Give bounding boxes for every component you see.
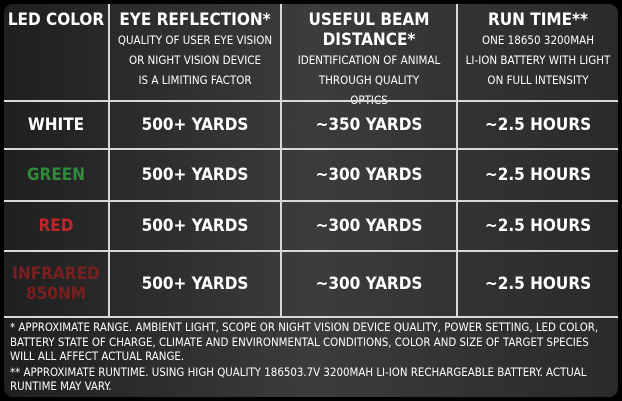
header-runtime-sub1: ONE 18650 3200MAH [481, 33, 594, 47]
row-infrared-runtime: ~2.5 HOURS [484, 274, 592, 294]
header-eye-reflection-sub1: QUALITY OF USER EYE VISION [117, 33, 273, 47]
row-red-color: RED [4, 202, 108, 250]
column-divider [456, 4, 458, 316]
row-green-eye: 500+ YARDS [141, 165, 249, 185]
row-red-eye: 500+ YARDS [141, 216, 249, 236]
row-divider [4, 200, 618, 202]
led-color-label: WHITE [27, 115, 85, 135]
header-led-color-label: LED COLOR [7, 10, 105, 30]
row-green-color: GREEN [4, 150, 108, 200]
header-eye-reflection: EYE REFLECTION* QUALITY OF USER EYE VISI… [110, 4, 280, 100]
header-beam-distance: USEFUL BEAM DISTANCE* IDENTIFICATION OF … [282, 4, 456, 107]
footnote-runtime: ** APPROXIMATE RUNTIME. USING HIGH QUALI… [10, 364, 587, 394]
header-runtime-title: RUN TIME** [487, 10, 589, 30]
header-runtime-sub2: LI-ION BATTERY WITH LIGHT [465, 53, 611, 67]
row-green-runtime: ~2.5 HOURS [484, 165, 592, 185]
row-divider [4, 316, 618, 318]
row-divider [4, 250, 618, 252]
header-beam-sub2: THROUGH QUALITY [318, 73, 420, 87]
row-green-beam: ~300 YARDS [315, 165, 423, 185]
header-runtime-sub3: ON FULL INTENSITY [487, 73, 589, 87]
row-red-beam: ~300 YARDS [315, 216, 423, 236]
row-white-color: WHITE [4, 102, 108, 148]
led-color-label: INFRARED [12, 264, 100, 284]
header-eye-reflection-title: EYE REFLECTION* [119, 10, 271, 30]
column-divider [280, 4, 282, 316]
led-color-label: GREEN [26, 165, 86, 185]
header-beam-title: USEFUL BEAM DISTANCE* [308, 10, 430, 50]
column-divider [108, 4, 110, 316]
row-white-eye: 500+ YARDS [141, 115, 249, 135]
row-white-runtime: ~2.5 HOURS [484, 115, 592, 135]
led-color-wavelength: 850NM [26, 284, 86, 304]
header-eye-reflection-sub2: OR NIGHT VISION DEVICE [128, 53, 262, 67]
comparison-table: LED COLOR EYE REFLECTION* QUALITY OF USE… [4, 4, 618, 397]
header-led-color: LED COLOR [4, 4, 108, 100]
row-white-beam: ~350 YARDS [315, 115, 423, 135]
header-beam-sub1: IDENTIFICATION OF ANIMAL [297, 53, 441, 67]
header-eye-reflection-sub3: IS A LIMITING FACTOR [138, 73, 252, 87]
row-infrared-beam: ~300 YARDS [315, 274, 423, 294]
led-color-label: RED [38, 216, 74, 236]
row-divider [4, 100, 618, 102]
row-infrared-color: INFRARED 850NM [4, 252, 108, 316]
row-divider [4, 148, 618, 150]
header-run-time: RUN TIME** ONE 18650 3200MAH LI-ION BATT… [458, 4, 618, 100]
footnote-range: * APPROXIMATE RANGE. AMBIENT LIGHT, SCOP… [10, 320, 599, 363]
footnotes: * APPROXIMATE RANGE. AMBIENT LIGHT, SCOP… [4, 318, 618, 397]
row-infrared-eye: 500+ YARDS [141, 274, 249, 294]
row-red-runtime: ~2.5 HOURS [484, 216, 592, 236]
